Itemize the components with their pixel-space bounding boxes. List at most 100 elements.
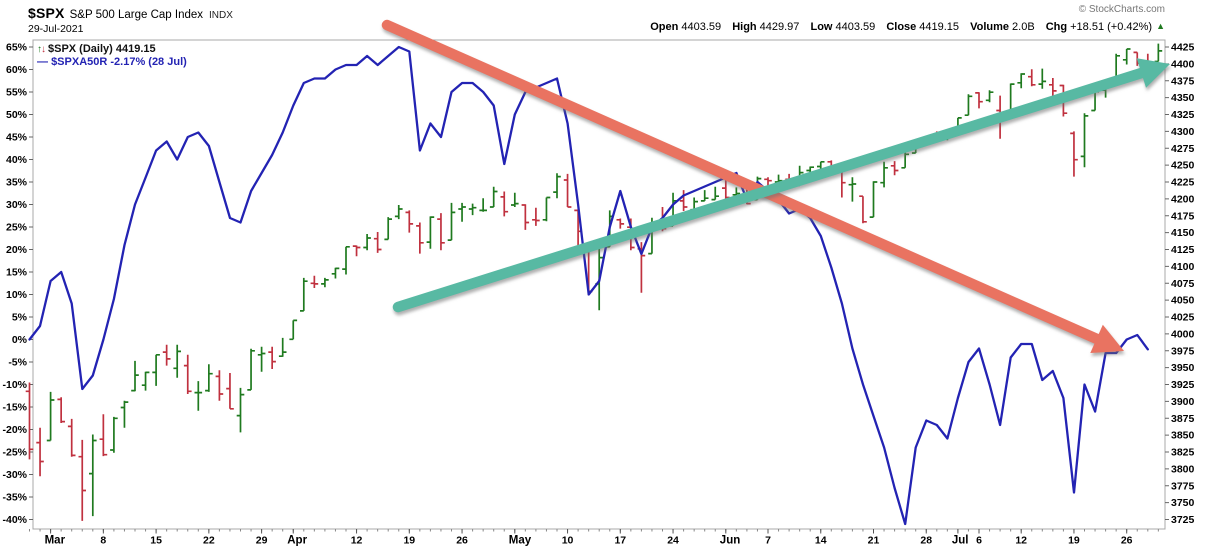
ohlc-bar (616, 218, 625, 229)
ohlc-bar (57, 397, 65, 423)
ohlc-bar (67, 418, 76, 457)
svg-text:4075: 4075 (1171, 278, 1195, 290)
volume-label: Volume (970, 21, 1010, 33)
svg-text:3850: 3850 (1171, 430, 1195, 442)
svg-text:-5%: -5% (8, 357, 27, 369)
ohlc-bar (711, 186, 719, 201)
ohlc-bar (679, 190, 688, 211)
svg-text:4175: 4175 (1171, 210, 1195, 222)
svg-text:10%: 10% (6, 289, 28, 301)
svg-text:-25%: -25% (2, 447, 27, 459)
svg-text:4150: 4150 (1171, 227, 1195, 239)
ohlc-bar (1017, 73, 1025, 89)
ohlc-bar (36, 427, 44, 477)
ohlc-bar (89, 434, 97, 517)
svg-text:4125: 4125 (1171, 244, 1195, 256)
ohlc-bar (869, 181, 878, 218)
legend-spx-row: ↑↓ $SPX (Daily) 4419.15 (37, 43, 187, 56)
ohlc-bar (437, 213, 445, 251)
ohlc-bar (321, 277, 329, 288)
svg-text:4325: 4325 (1171, 109, 1195, 121)
ohlc-bar (1122, 48, 1131, 65)
svg-text:-40%: -40% (2, 514, 27, 526)
svg-text:3775: 3775 (1171, 480, 1195, 492)
ohlc-bar (405, 210, 414, 233)
open-value: 4403.59 (681, 21, 722, 33)
ohlc-bar (373, 232, 382, 253)
ohlc-bar (489, 186, 498, 208)
open-label: Open (650, 21, 679, 33)
ohlc-bar (479, 198, 487, 212)
ohlc-bar (975, 92, 983, 109)
chg-label: Chg (1045, 21, 1068, 33)
ohlc-bar (848, 177, 857, 202)
svg-text:24: 24 (667, 535, 679, 547)
ohlc-bar (205, 364, 213, 392)
close-label: Close (886, 21, 917, 33)
ohlc-bar (468, 203, 477, 216)
ohlc-bar (426, 216, 435, 249)
svg-text:3750: 3750 (1171, 497, 1195, 509)
svg-text:29: 29 (256, 535, 268, 547)
chart-legend: ↑↓ $SPX (Daily) 4419.15 — $SPXA50R -2.17%… (37, 43, 187, 69)
svg-text:3900: 3900 (1171, 396, 1195, 408)
up-arrow-icon: ↑ (37, 44, 42, 55)
ohlc-bar (1091, 90, 1099, 112)
ohlc-bar (1006, 83, 1015, 113)
ohlc-bar (1154, 43, 1163, 63)
ohlc-bar (141, 371, 150, 391)
ohlc-bar (110, 416, 118, 453)
svg-text:-15%: -15% (2, 402, 27, 414)
volume-value: 2.0B (1012, 21, 1035, 33)
ohlc-bar (553, 173, 561, 199)
ohlc-bar (183, 354, 192, 394)
svg-text:45%: 45% (6, 132, 28, 144)
x-axis-dates: Mar 8 15 22 29 Apr 12 19 26 May 10 17 24 Jun 7 14 21 28 Ju… (29, 529, 1159, 547)
ohlc-bar (500, 191, 509, 217)
svg-text:4025: 4025 (1171, 312, 1195, 324)
svg-text:4200: 4200 (1171, 193, 1195, 205)
spxa50r-line (28, 45, 1149, 526)
svg-text:Apr: Apr (287, 535, 307, 547)
ohlc-bar (542, 196, 551, 222)
svg-text:17: 17 (614, 535, 626, 547)
svg-text:7: 7 (765, 535, 771, 547)
down-arrow-icon: ↓ (41, 44, 46, 55)
ohlc-bar (268, 346, 276, 369)
ohlc-bar (215, 370, 224, 401)
svg-text:4050: 4050 (1171, 295, 1195, 307)
svg-text:21: 21 (868, 535, 880, 547)
ohlc-bar (120, 400, 129, 428)
symbol-name: S&P 500 Large Cap Index (69, 9, 204, 21)
teal-arrow (392, 58, 1170, 313)
svg-text:26: 26 (1121, 535, 1133, 547)
ohlc-bar (532, 207, 540, 226)
svg-text:22: 22 (203, 535, 215, 547)
high-value: 4429.97 (759, 21, 800, 33)
svg-text:60%: 60% (6, 64, 28, 76)
ohlc-bar (1070, 131, 1078, 177)
ohlc-bar (859, 195, 867, 224)
svg-text:-10%: -10% (2, 379, 27, 391)
svg-text:-30%: -30% (2, 469, 27, 481)
svg-text:4275: 4275 (1171, 143, 1195, 155)
high-label: High (732, 21, 757, 33)
right-axis-price: 4425 4400 4375 4350 4325 4300 4275 4250 4225 4200… (1165, 42, 1195, 526)
quote-bar: Open 4403.59 High 4429.97 Low 4403.59 Close… (650, 21, 1165, 33)
ohlc-bar (880, 161, 888, 188)
ohlc-bar (416, 222, 424, 254)
svg-text:28: 28 (920, 535, 932, 547)
svg-text:30%: 30% (6, 199, 28, 211)
svg-text:12: 12 (351, 535, 363, 547)
legend-spxa50r-row: — $SPXA50R -2.17% (28 Jul) (37, 56, 187, 69)
svg-text:4000: 4000 (1171, 328, 1195, 340)
line-swatch-icon: — (37, 56, 48, 68)
svg-text:40%: 40% (6, 154, 28, 166)
ohlc-bar (173, 344, 181, 378)
ohlc-bar (964, 94, 973, 117)
copyright: © StockCharts.com (1078, 4, 1165, 15)
ohlc-bar (521, 204, 530, 230)
ohlc-bar (78, 439, 86, 521)
svg-text:4400: 4400 (1171, 58, 1195, 70)
svg-text:3825: 3825 (1171, 447, 1195, 459)
